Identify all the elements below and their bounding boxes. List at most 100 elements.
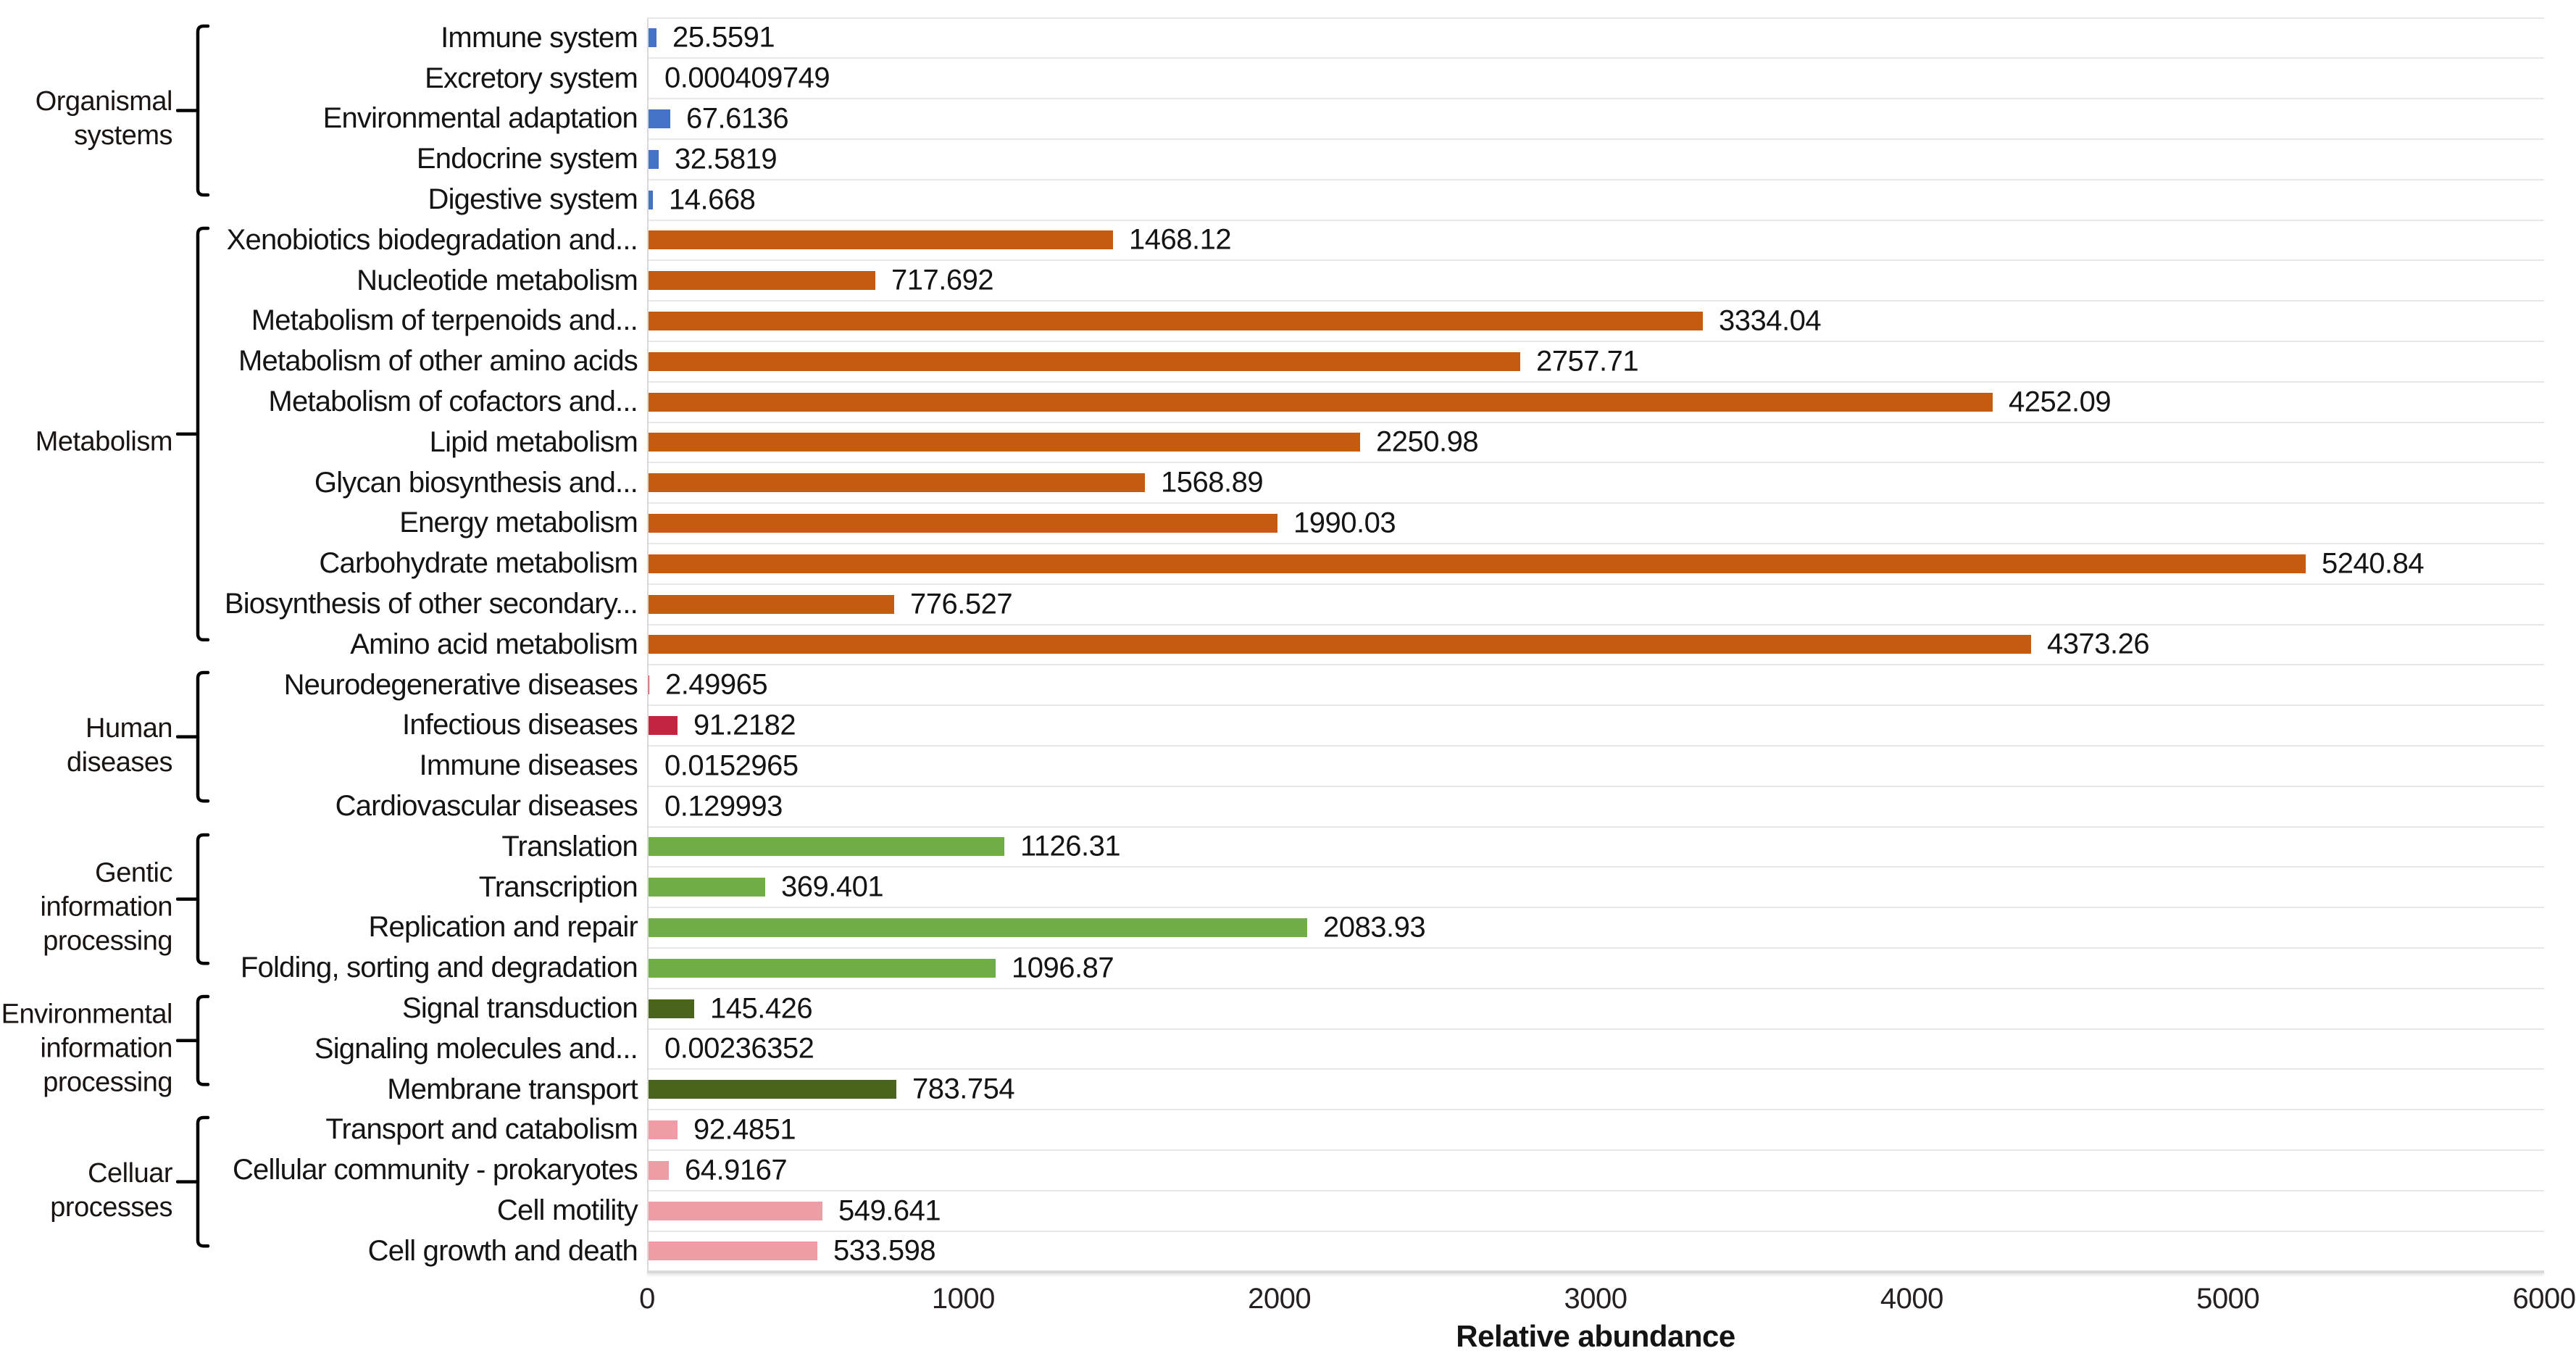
row-separator (647, 1109, 2544, 1111)
category-label: Carbohydrate metabolism (319, 547, 638, 580)
value-label: 64.9167 (685, 1154, 788, 1186)
group-label: Metabolism (0, 425, 173, 459)
x-axis-title: Relative abundance (1456, 1319, 1735, 1354)
group-bracket (176, 994, 210, 1086)
group-label: Celluar processes (0, 1157, 172, 1225)
plot-bottom-border (647, 1270, 2544, 1274)
category-label: Xenobiotics biodegradation and... (226, 223, 638, 256)
bar (649, 999, 694, 1018)
group-label-line: information (40, 891, 173, 923)
row-separator (647, 907, 2544, 909)
value-label: 0.000409749 (664, 62, 830, 94)
group-label-line: Gentic (95, 857, 172, 889)
value-label: 91.2182 (693, 709, 796, 741)
value-label: 1096.87 (1012, 952, 1114, 984)
x-tick-label: 2000 (1248, 1283, 1312, 1315)
group-label-line: information (40, 1033, 173, 1064)
group-label-line: Organismal (35, 86, 173, 117)
value-label: 5240.84 (2322, 547, 2425, 580)
value-label: 32.5819 (675, 143, 778, 175)
value-label: 3334.04 (1719, 304, 1822, 337)
x-tick-label: 5000 (2196, 1283, 2260, 1315)
group-label: Organismal systems (0, 85, 173, 153)
value-label: 783.754 (912, 1073, 1015, 1105)
row-separator (647, 17, 2544, 19)
category-label: Metabolism of terpenoids and... (251, 304, 638, 337)
category-label: Signaling molecules and... (314, 1032, 638, 1065)
row-separator (647, 300, 2544, 302)
bar (649, 1080, 896, 1099)
category-label: Signal transduction (401, 992, 638, 1025)
value-label: 549.641 (838, 1194, 941, 1227)
row-separator (647, 380, 2544, 383)
category-label: Environmental adaptation (322, 102, 638, 135)
category-label: Digestive system (428, 183, 638, 216)
row-separator (647, 219, 2544, 221)
value-label: 0.0152965 (664, 749, 799, 782)
category-label: Nucleotide metabolism (357, 264, 638, 296)
bar (649, 716, 678, 735)
bar (649, 190, 653, 209)
value-label: 2757.71 (1536, 345, 1639, 378)
category-label: Immune system (441, 21, 638, 54)
value-label: 145.426 (710, 992, 813, 1025)
row-separator (647, 1189, 2544, 1191)
value-label: 0.00236352 (664, 1032, 814, 1065)
row-separator (647, 178, 2544, 180)
value-label: 2250.98 (1376, 425, 1479, 458)
bar (649, 433, 1360, 452)
group-label: Gentic information processing (0, 857, 173, 959)
row-separator (647, 259, 2544, 262)
bar (649, 149, 659, 169)
category-label: Neurodegenerative diseases (283, 668, 638, 701)
category-label: Translation (501, 830, 638, 862)
value-label: 369.401 (781, 870, 884, 903)
row-separator (647, 462, 2544, 464)
group-label-line: Metabolism (35, 426, 173, 457)
bar (649, 635, 2031, 654)
group-label-line: Celluar (88, 1157, 172, 1189)
row-separator (647, 1068, 2544, 1070)
bar (649, 312, 1703, 330)
value-label: 1990.03 (1293, 507, 1396, 539)
row-separator (647, 664, 2544, 666)
value-label: 1468.12 (1129, 223, 1232, 256)
row-separator (647, 785, 2544, 787)
bar (649, 918, 1307, 937)
category-label: Energy metabolism (399, 507, 638, 539)
category-label: Cellular community - prokaryotes (232, 1154, 638, 1186)
value-label: 4373.26 (2047, 628, 2150, 660)
x-tick-label: 1000 (931, 1283, 995, 1315)
category-axis-line (647, 17, 649, 1272)
bar (649, 271, 875, 291)
x-tick-label: 0 (639, 1283, 655, 1315)
row-separator (647, 1230, 2544, 1232)
bar (649, 1241, 817, 1261)
bar (649, 230, 1113, 250)
group-label-line: processing (43, 926, 172, 957)
category-label: Endocrine system (416, 143, 638, 175)
value-label: 92.4851 (693, 1113, 796, 1146)
row-separator (647, 98, 2544, 100)
category-label: Folding, sorting and degradation (240, 952, 638, 984)
bar (649, 1160, 669, 1180)
category-label: Transcription (478, 870, 638, 903)
bar (649, 878, 765, 897)
category-label: Metabolism of other amino acids (238, 345, 638, 378)
value-label: 2083.93 (1323, 911, 1426, 944)
value-label: 2.49965 (665, 668, 768, 701)
row-separator (647, 138, 2544, 140)
row-separator (647, 583, 2544, 585)
value-label: 25.5591 (672, 21, 775, 54)
bar (649, 1201, 822, 1220)
group-label: Environmental information processing (0, 998, 173, 1100)
bar (649, 473, 1145, 493)
row-separator (647, 340, 2544, 342)
category-label: Infectious diseases (402, 709, 638, 741)
group-label-line: diseases (67, 746, 172, 778)
category-label: Cell motility (496, 1194, 638, 1227)
group-label-line: processing (43, 1067, 172, 1098)
x-tick-label: 3000 (1564, 1283, 1627, 1315)
row-separator (647, 421, 2544, 423)
value-label: 14.668 (669, 183, 756, 216)
